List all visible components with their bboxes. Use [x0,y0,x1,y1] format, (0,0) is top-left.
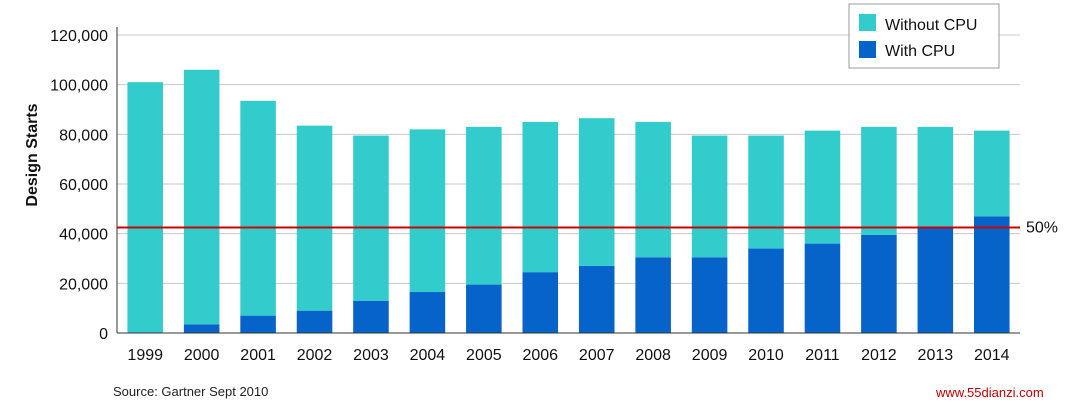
x-tick-label: 2004 [410,347,446,364]
bar-with-cpu-2001 [240,315,276,333]
bar-without-cpu-2000 [183,69,220,325]
x-tick-label: 2000 [184,347,220,364]
y-tick-label: 80,000 [59,127,108,144]
bar-without-cpu-2006 [522,121,559,273]
bar-with-cpu-2013 [917,226,954,333]
x-tick-label: 2005 [466,347,502,364]
x-tick-labels: 1999 2000 2001 2002 2003 2004 2005 2006 2007 2008… [127,347,1009,364]
bar-without-cpu-2005 [466,126,502,285]
x-tick-label: 2011 [805,347,840,364]
bar-with-cpu-2003 [353,300,389,333]
x-tick-label: 2012 [861,347,897,364]
bar-with-cpu-2005 [466,284,502,333]
reference-line-group: 50% [117,219,1058,236]
bar-without-cpu-1999 [127,82,163,333]
y-tick-label: 20,000 [59,276,108,293]
x-tick-label: 2013 [918,347,954,364]
y-tick-label: 100,000 [50,78,108,95]
x-tick-label: 2003 [353,347,389,364]
bar-without-cpu-2002 [296,125,333,311]
x-tick-label: 2006 [522,347,558,364]
x-tick-label: 2008 [635,347,671,364]
bar-with-cpu-2006 [522,272,559,333]
watermark: www.55dianzi.com [936,385,1044,400]
y-axis-label: Design Starts [24,103,41,206]
bar-with-cpu-2002 [296,310,333,333]
bar-without-cpu-2013 [917,126,954,227]
y-tick-label: 0 [99,326,108,343]
bar-without-cpu-2014 [974,130,1010,217]
legend-swatch-without-cpu [859,14,876,31]
bar-with-cpu-2011 [804,243,841,333]
legend-label-without-cpu: Without CPU [885,17,977,34]
x-tick-label: 2010 [748,347,784,364]
bar-with-cpu-2004 [409,292,446,333]
axes [116,27,1020,334]
legend-label-with-cpu: With CPU [885,43,955,60]
bar-with-cpu-2007 [578,265,615,333]
legend: Without CPU With CPU [848,3,1000,69]
y-tick-label: 60,000 [59,177,108,194]
bar-without-cpu-2012 [861,126,897,235]
reference-line-label: 50% [1026,219,1058,236]
bar-without-cpu-2001 [240,100,276,316]
bar-without-cpu-2009 [691,135,728,258]
legend-swatch-with-cpu [859,41,876,58]
bar-with-cpu-2014 [974,216,1010,333]
y-tick-label: 120,000 [50,28,108,45]
x-tick-label: 1999 [127,347,163,364]
y-tick-labels: 0 20,000 40,000 60,000 80,000 100,000 120,000 [50,28,108,343]
y-tick-label: 40,000 [59,227,108,244]
x-tick-label: 2002 [297,347,333,364]
bar-without-cpu-2007 [578,118,615,266]
bar-with-cpu-2009 [691,257,728,333]
x-tick-label: 2007 [579,347,615,364]
bars [127,69,1010,333]
bar-with-cpu-2008 [635,257,671,333]
bar-without-cpu-2008 [635,121,671,258]
source-note: Source: Gartner Sept 2010 [113,384,269,399]
bar-with-cpu-2010 [748,248,784,333]
bar-without-cpu-2003 [353,135,389,301]
bar-without-cpu-2010 [748,135,784,249]
x-tick-label: 2009 [692,347,728,364]
bar-without-cpu-2004 [409,129,446,293]
x-tick-label: 2001 [240,347,276,364]
bar-without-cpu-2011 [804,130,841,244]
bar-with-cpu-2000 [183,324,220,333]
x-tick-label: 2014 [974,347,1010,364]
bar-with-cpu-2012 [861,234,897,333]
